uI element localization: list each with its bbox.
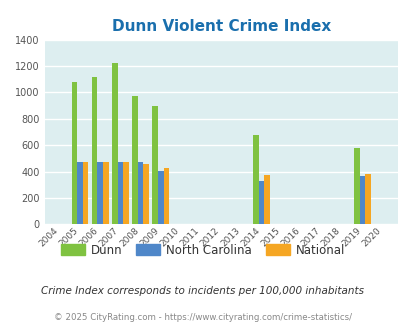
Legend: Dunn, North Carolina, National: Dunn, North Carolina, National	[56, 239, 349, 261]
Bar	[152, 106, 158, 224]
Bar	[117, 162, 123, 224]
Bar	[158, 171, 163, 224]
Bar	[103, 162, 109, 224]
Bar	[264, 175, 269, 224]
Bar	[123, 162, 128, 224]
Bar	[163, 168, 169, 224]
Bar	[143, 164, 149, 224]
Text: Crime Index corresponds to incidents per 100,000 inhabitants: Crime Index corresponds to incidents per…	[41, 286, 364, 296]
Bar	[112, 63, 117, 224]
Bar	[137, 162, 143, 224]
Bar	[359, 176, 364, 224]
Text: © 2025 CityRating.com - https://www.cityrating.com/crime-statistics/: © 2025 CityRating.com - https://www.city…	[54, 313, 351, 322]
Bar	[97, 162, 103, 224]
Bar	[92, 77, 97, 224]
Bar	[364, 174, 370, 224]
Bar	[353, 148, 359, 224]
Bar	[258, 181, 264, 224]
Bar	[83, 162, 88, 224]
Bar	[71, 82, 77, 224]
Bar	[132, 96, 137, 224]
Bar	[253, 135, 258, 224]
Title: Dunn Violent Crime Index: Dunn Violent Crime Index	[111, 19, 330, 34]
Bar	[77, 162, 83, 224]
